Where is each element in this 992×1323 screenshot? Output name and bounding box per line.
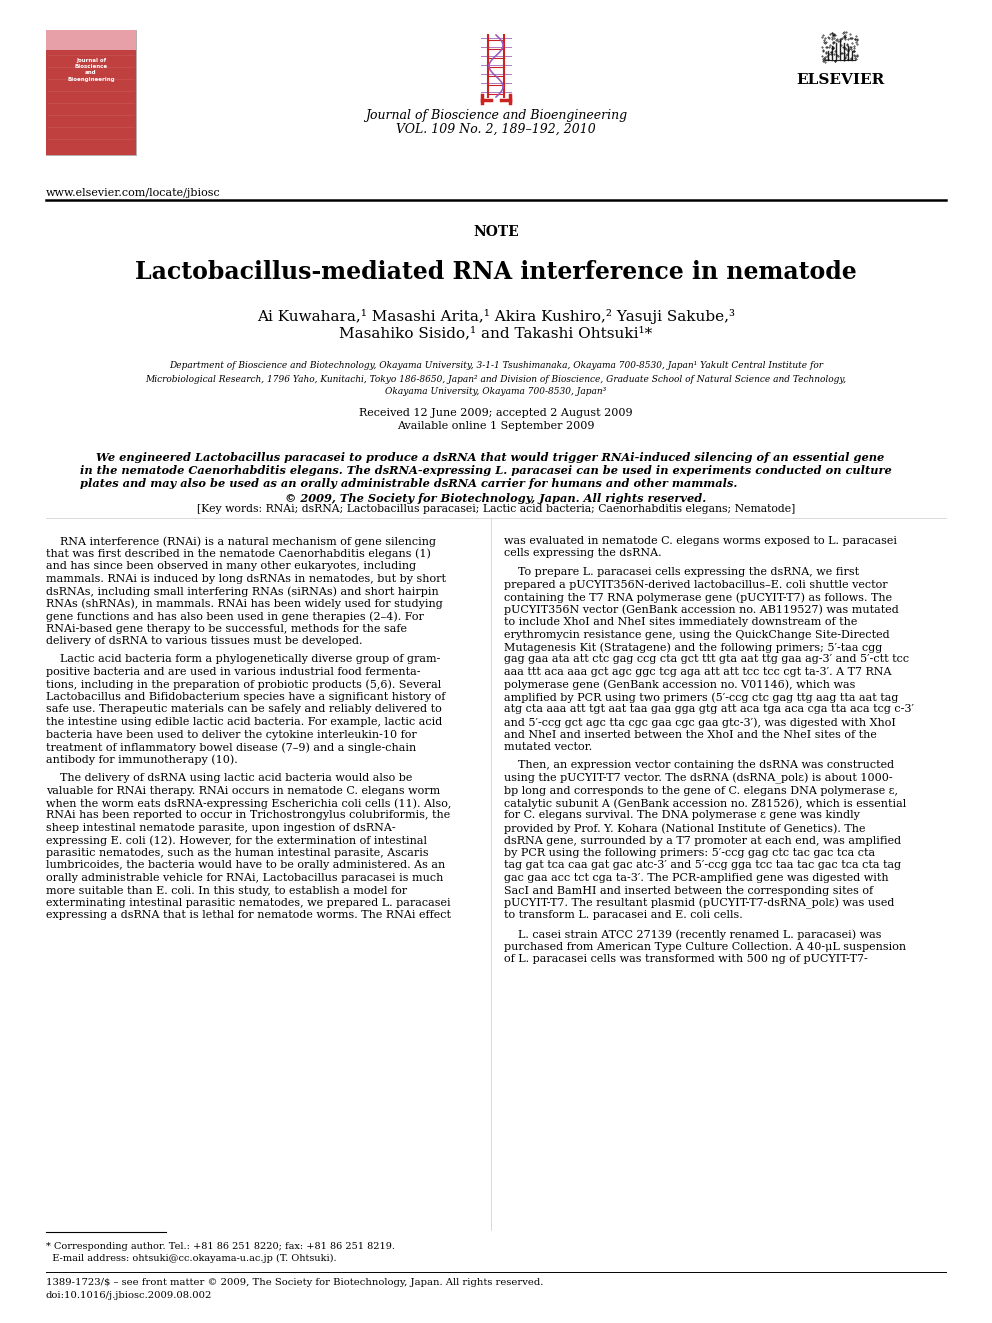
Text: gene functions and has also been used in gene therapies (2–4). For: gene functions and has also been used in… — [46, 611, 424, 622]
Text: sheep intestinal nematode parasite, upon ingestion of dsRNA-: sheep intestinal nematode parasite, upon… — [46, 823, 396, 833]
Text: orally administrable vehicle for RNAi, Lactobacillus paracasei is much: orally administrable vehicle for RNAi, L… — [46, 873, 443, 882]
Text: gac gaa acc tct cga ta-3′. The PCR-amplified gene was digested with: gac gaa acc tct cga ta-3′. The PCR-ampli… — [504, 873, 889, 882]
Text: for C. elegans survival. The DNA polymerase ε gene was kindly: for C. elegans survival. The DNA polymer… — [504, 811, 860, 820]
Text: dsRNA gene, surrounded by a T7 promoter at each end, was amplified: dsRNA gene, surrounded by a T7 promoter … — [504, 836, 901, 845]
Text: and has since been observed in many other eukaryotes, including: and has since been observed in many othe… — [46, 561, 416, 572]
Text: RNAi has been reported to occur in Trichostrongylus colubriformis, the: RNAi has been reported to occur in Trich… — [46, 811, 450, 820]
Text: purchased from American Type Culture Collection. A 40-μL suspension: purchased from American Type Culture Col… — [504, 942, 906, 951]
Text: parasitic nematodes, such as the human intestinal parasite, Ascaris: parasitic nematodes, such as the human i… — [46, 848, 429, 859]
Text: doi:10.1016/j.jbiosc.2009.08.002: doi:10.1016/j.jbiosc.2009.08.002 — [46, 1291, 212, 1301]
Text: Okayama University, Okayama 700-8530, Japan³: Okayama University, Okayama 700-8530, Ja… — [385, 388, 607, 397]
Text: tions, including in the preparation of probiotic products (5,6). Several: tions, including in the preparation of p… — [46, 680, 441, 691]
Bar — [46, 30, 136, 155]
Bar — [46, 50, 136, 155]
Text: L. casei strain ATCC 27139 (recently renamed L. paracasei) was: L. casei strain ATCC 27139 (recently ren… — [504, 929, 882, 939]
Text: * Corresponding author. Tel.: +81 86 251 8220; fax: +81 86 251 8219.: * Corresponding author. Tel.: +81 86 251… — [46, 1242, 395, 1252]
Text: catalytic subunit A (GenBank accession no. Z81526), which is essential: catalytic subunit A (GenBank accession n… — [504, 798, 907, 808]
Text: antibody for immunotherapy (10).: antibody for immunotherapy (10). — [46, 754, 238, 765]
Text: Lactic acid bacteria form a phylogenetically diverse group of gram-: Lactic acid bacteria form a phylogenetic… — [46, 655, 440, 664]
Text: Mutagenesis Kit (Stratagene) and the following primers; 5′-taa cgg: Mutagenesis Kit (Stratagene) and the fol… — [504, 642, 882, 652]
Text: Journal of Bioscience and Bioengineering: Journal of Bioscience and Bioengineering — [365, 108, 627, 122]
Text: The delivery of dsRNA using lactic acid bacteria would also be: The delivery of dsRNA using lactic acid … — [46, 773, 413, 783]
Text: expressing E. coli (12). However, for the extermination of intestinal: expressing E. coli (12). However, for th… — [46, 836, 427, 847]
Text: We engineered Lactobacillus paracasei to produce a dsRNA that would trigger RNAi: We engineered Lactobacillus paracasei to… — [80, 452, 884, 463]
Text: treatment of inflammatory bowel disease (7–9) and a single-chain: treatment of inflammatory bowel disease … — [46, 742, 417, 753]
Text: expressing a dsRNA that is lethal for nematode worms. The RNAi effect: expressing a dsRNA that is lethal for ne… — [46, 910, 451, 921]
Text: provided by Prof. Y. Kohara (National Institute of Genetics). The: provided by Prof. Y. Kohara (National In… — [504, 823, 865, 833]
Text: SacI and BamHI and inserted between the corresponding sites of: SacI and BamHI and inserted between the … — [504, 885, 873, 896]
Text: Then, an expression vector containing the dsRNA was constructed: Then, an expression vector containing th… — [504, 761, 894, 770]
Text: tag gat tca caa gat gac atc-3′ and 5′-ccg gga tcc taa tac gac tca cta tag: tag gat tca caa gat gac atc-3′ and 5′-cc… — [504, 860, 901, 871]
Text: Masahiko Sisido,¹ and Takashi Ohtsuki¹*: Masahiko Sisido,¹ and Takashi Ohtsuki¹* — [339, 325, 653, 340]
Text: polymerase gene (GenBank accession no. V01146), which was: polymerase gene (GenBank accession no. V… — [504, 680, 855, 691]
Text: atg cta aaa att tgt aat taa gaa gga gtg att aca tga aca cga tta aca tcg c-3′: atg cta aaa att tgt aat taa gaa gga gtg … — [504, 705, 914, 714]
Text: ELSEVIER: ELSEVIER — [796, 73, 884, 87]
Text: dsRNAs, including small interfering RNAs (siRNAs) and short hairpin: dsRNAs, including small interfering RNAs… — [46, 586, 438, 597]
Text: NOTE: NOTE — [473, 225, 519, 239]
Text: lumbricoides, the bacteria would have to be orally administered. As an: lumbricoides, the bacteria would have to… — [46, 860, 445, 871]
Text: prepared a pUCYIT356N-derived lactobacillus–E. coli shuttle vector: prepared a pUCYIT356N-derived lactobacil… — [504, 579, 888, 590]
Text: that was first described in the nematode Caenorhabditis elegans (1): that was first described in the nematode… — [46, 549, 431, 560]
Text: in the nematode Caenorhabditis elegans. The dsRNA-expressing L. paracasei can be: in the nematode Caenorhabditis elegans. … — [80, 464, 892, 476]
Text: erythromycin resistance gene, using the QuickChange Site-Directed: erythromycin resistance gene, using the … — [504, 630, 890, 639]
Text: RNA interference (RNAi) is a natural mechanism of gene silencing: RNA interference (RNAi) is a natural mec… — [46, 536, 436, 546]
Text: aaa ttt aca aaa gct agc ggc tcg aga att att tcc tcc cgt ta-3′. A T7 RNA: aaa ttt aca aaa gct agc ggc tcg aga att … — [504, 667, 892, 677]
Text: mutated vector.: mutated vector. — [504, 742, 592, 751]
Text: RNAi-based gene therapy to be successful, methods for the safe: RNAi-based gene therapy to be successful… — [46, 623, 407, 634]
Text: bp long and corresponds to the gene of C. elegans DNA polymerase ε,: bp long and corresponds to the gene of C… — [504, 786, 898, 795]
Text: more suitable than E. coli. In this study, to establish a model for: more suitable than E. coli. In this stud… — [46, 885, 407, 896]
Text: the intestine using edible lactic acid bacteria. For example, lactic acid: the intestine using edible lactic acid b… — [46, 717, 442, 728]
Text: valuable for RNAi therapy. RNAi occurs in nematode C. elegans worm: valuable for RNAi therapy. RNAi occurs i… — [46, 786, 440, 795]
Text: E-mail address: ohtsuki@cc.okayama-u.ac.jp (T. Ohtsuki).: E-mail address: ohtsuki@cc.okayama-u.ac.… — [46, 1254, 336, 1263]
Text: Lactobacillus-mediated RNA interference in nematode: Lactobacillus-mediated RNA interference … — [135, 261, 857, 284]
Text: Lactobacillus and Bifidobacterium species have a significant history of: Lactobacillus and Bifidobacterium specie… — [46, 692, 445, 703]
Text: exterminating intestinal parasitic nematodes, we prepared L. paracasei: exterminating intestinal parasitic nemat… — [46, 898, 450, 908]
Text: when the worm eats dsRNA-expressing Escherichia coli cells (11). Also,: when the worm eats dsRNA-expressing Esch… — [46, 798, 451, 808]
Text: was evaluated in nematode C. elegans worms exposed to L. paracasei: was evaluated in nematode C. elegans wor… — [504, 536, 897, 546]
Text: amplified by PCR using two primers (5′-ccg ctc gag ttg aag tta aat tag: amplified by PCR using two primers (5′-c… — [504, 692, 899, 703]
Text: Ai Kuwahara,¹ Masashi Arita,¹ Akira Kushiro,² Yasuji Sakube,³: Ai Kuwahara,¹ Masashi Arita,¹ Akira Kush… — [257, 308, 735, 324]
Text: Available online 1 September 2009: Available online 1 September 2009 — [397, 421, 595, 431]
Text: by PCR using the following primers: 5′-ccg gag ctc tac gac tca cta: by PCR using the following primers: 5′-c… — [504, 848, 875, 859]
Text: delivery of dsRNA to various tissues must be developed.: delivery of dsRNA to various tissues mus… — [46, 636, 362, 646]
Text: Microbiological Research, 1796 Yaho, Kunitachi, Tokyo 186-8650, Japan² and Divis: Microbiological Research, 1796 Yaho, Kun… — [146, 374, 846, 384]
Text: to include XhoI and NheI sites immediately downstream of the: to include XhoI and NheI sites immediate… — [504, 617, 857, 627]
Text: pUCYIT-T7. The resultant plasmid (pUCYIT-T7-dsRNA_polε) was used: pUCYIT-T7. The resultant plasmid (pUCYIT… — [504, 898, 895, 909]
Bar — [46, 30, 136, 50]
Text: bacteria have been used to deliver the cytokine interleukin-10 for: bacteria have been used to deliver the c… — [46, 729, 417, 740]
Text: RNAs (shRNAs), in mammals. RNAi has been widely used for studying: RNAs (shRNAs), in mammals. RNAi has been… — [46, 598, 442, 609]
Text: containing the T7 RNA polymerase gene (pUCYIT-T7) as follows. The: containing the T7 RNA polymerase gene (p… — [504, 591, 892, 602]
Text: 1389-1723/$ – see front matter © 2009, The Society for Biotechnology, Japan. All: 1389-1723/$ – see front matter © 2009, T… — [46, 1278, 544, 1287]
Text: gag gaa ata att ctc gag ccg cta gct ttt gta aat ttg gaa ag-3′ and 5′-ctt tcc: gag gaa ata att ctc gag ccg cta gct ttt … — [504, 655, 909, 664]
Text: To prepare L. paracasei cells expressing the dsRNA, we first: To prepare L. paracasei cells expressing… — [504, 568, 859, 577]
Text: and 5′-ccg gct agc tta cgc gaa cgc gaa gtc-3′), was digested with XhoI: and 5′-ccg gct agc tta cgc gaa cgc gaa g… — [504, 717, 896, 728]
Text: positive bacteria and are used in various industrial food fermenta-: positive bacteria and are used in variou… — [46, 667, 421, 677]
Text: [Key words: RNAi; dsRNA; Lactobacillus paracasei; Lactic acid bacteria; Caenorha: [Key words: RNAi; dsRNA; Lactobacillus p… — [196, 504, 796, 515]
Text: Department of Bioscience and Biotechnology, Okayama University, 3-1-1 Tsushimana: Department of Bioscience and Biotechnolo… — [169, 361, 823, 370]
Text: mammals. RNAi is induced by long dsRNAs in nematodes, but by short: mammals. RNAi is induced by long dsRNAs … — [46, 573, 446, 583]
Text: © 2009, The Society for Biotechnology, Japan. All rights reserved.: © 2009, The Society for Biotechnology, J… — [286, 493, 706, 504]
Text: and NheI and inserted between the XhoI and the NheI sites of the: and NheI and inserted between the XhoI a… — [504, 729, 877, 740]
Text: plates and may also be used as an orally administrable dsRNA carrier for humans : plates and may also be used as an orally… — [80, 478, 737, 490]
Text: of L. paracasei cells was transformed with 500 ng of pUCYIT-T7-: of L. paracasei cells was transformed wi… — [504, 954, 868, 964]
Text: www.elsevier.com/locate/jbiosc: www.elsevier.com/locate/jbiosc — [46, 188, 221, 198]
Text: safe use. Therapeutic materials can be safely and reliably delivered to: safe use. Therapeutic materials can be s… — [46, 705, 441, 714]
Text: Journal of
Bioscience
and
Bioengineering: Journal of Bioscience and Bioengineering — [67, 58, 115, 82]
Text: to transform L. paracasei and E. coli cells.: to transform L. paracasei and E. coli ce… — [504, 910, 743, 921]
Text: Received 12 June 2009; accepted 2 August 2009: Received 12 June 2009; accepted 2 August… — [359, 407, 633, 418]
Text: pUCYIT356N vector (GenBank accession no. AB119527) was mutated: pUCYIT356N vector (GenBank accession no.… — [504, 605, 899, 615]
Text: using the pUCYIT-T7 vector. The dsRNA (dsRNA_polε) is about 1000-: using the pUCYIT-T7 vector. The dsRNA (d… — [504, 773, 893, 785]
Text: VOL. 109 No. 2, 189–192, 2010: VOL. 109 No. 2, 189–192, 2010 — [396, 123, 596, 135]
Text: cells expressing the dsRNA.: cells expressing the dsRNA. — [504, 549, 662, 558]
